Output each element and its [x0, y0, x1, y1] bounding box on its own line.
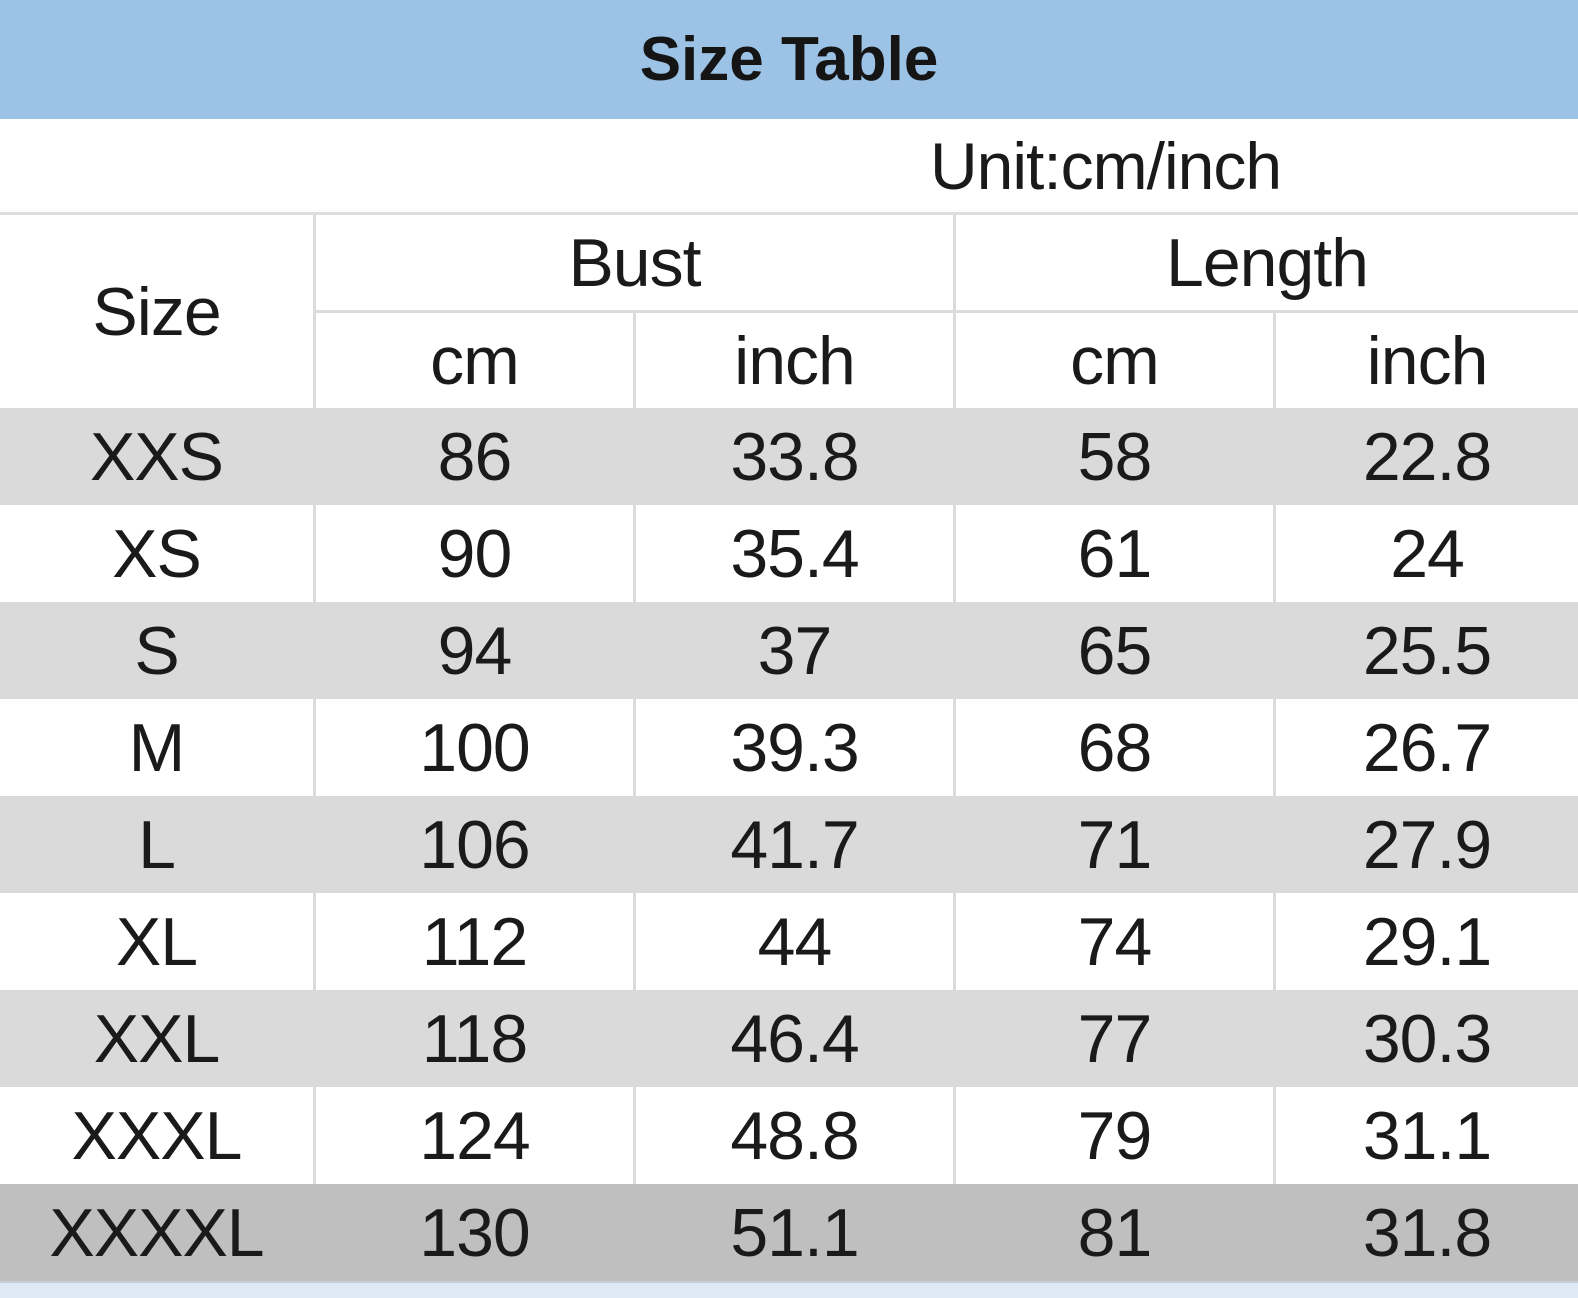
- length-cm-value: 77: [953, 990, 1273, 1087]
- length-inch-value: 26.7: [1273, 699, 1578, 796]
- length-inch-value: 29.1: [1273, 893, 1578, 990]
- bust-cm-value: 86: [313, 408, 633, 505]
- length-inch-value: 30.3: [1273, 990, 1578, 1087]
- size-row-xl: XL 112 44 74 29.1: [0, 893, 1578, 990]
- size-row-s: S 94 37 65 25.5: [0, 602, 1578, 699]
- size-label: XL: [0, 893, 313, 990]
- page-title: Size Table: [0, 0, 1578, 119]
- size-label: M: [0, 699, 313, 796]
- bust-inch-value: 41.7: [633, 796, 953, 893]
- sub-header-row: cm inch cm inch: [0, 313, 1578, 408]
- length-inch-value: 27.9: [1273, 796, 1578, 893]
- size-label: L: [0, 796, 313, 893]
- bust-cm-value: 106: [313, 796, 633, 893]
- size-label: XS: [0, 505, 313, 602]
- subheader-length-inch: inch: [1273, 313, 1578, 408]
- size-row-xxl: XXL 118 46.4 77 30.3: [0, 990, 1578, 1087]
- size-row-xs: XS 90 35.4 61 24: [0, 505, 1578, 602]
- length-inch-value: 22.8: [1273, 408, 1578, 505]
- subheader-bust-cm: cm: [313, 313, 633, 408]
- column-header-length: Length: [953, 215, 1578, 313]
- size-row-m: M 100 39.3 68 26.7: [0, 699, 1578, 796]
- size-label: XXS: [0, 408, 313, 505]
- subheader-length-cm: cm: [953, 313, 1273, 408]
- size-label: XXXXL: [0, 1184, 313, 1281]
- bust-inch-value: 39.3: [633, 699, 953, 796]
- column-header-bust: Bust: [313, 215, 953, 313]
- bust-cm-value: 90: [313, 505, 633, 602]
- bust-inch-value: 44: [633, 893, 953, 990]
- length-cm-value: 65: [953, 602, 1273, 699]
- bust-cm-value: 118: [313, 990, 633, 1087]
- bust-inch-value: 46.4: [633, 990, 953, 1087]
- length-inch-value: 25.5: [1273, 602, 1578, 699]
- bust-cm-value: 124: [313, 1087, 633, 1184]
- footer-strip: [0, 1281, 1578, 1298]
- title-row: Size Table: [0, 0, 1578, 119]
- length-cm-value: 61: [953, 505, 1273, 602]
- length-cm-value: 81: [953, 1184, 1273, 1281]
- unit-row: Unit:cm/inch: [0, 119, 1578, 215]
- length-cm-value: 79: [953, 1087, 1273, 1184]
- size-row-xxxxl: XXXXL 130 51.1 81 31.8: [0, 1184, 1578, 1281]
- size-label: S: [0, 602, 313, 699]
- bust-cm-value: 94: [313, 602, 633, 699]
- group-header-row: Size Bust Length: [0, 215, 1578, 408]
- bust-inch-value: 37: [633, 602, 953, 699]
- length-cm-value: 68: [953, 699, 1273, 796]
- length-inch-value: 31.8: [1273, 1184, 1578, 1281]
- length-cm-value: 74: [953, 893, 1273, 990]
- bust-cm-value: 112: [313, 893, 633, 990]
- size-label: XXL: [0, 990, 313, 1087]
- bust-inch-value: 48.8: [633, 1087, 953, 1184]
- size-row-l: L 106 41.7 71 27.9: [0, 796, 1578, 893]
- unit-label: Unit:cm/inch: [633, 119, 1578, 215]
- unit-row-spacer: [0, 119, 633, 215]
- length-cm-value: 58: [953, 408, 1273, 505]
- size-row-xxs: XXS 86 33.8 58 22.8: [0, 408, 1578, 505]
- bust-cm-value: 100: [313, 699, 633, 796]
- subheader-bust-inch: inch: [633, 313, 953, 408]
- length-inch-value: 31.1: [1273, 1087, 1578, 1184]
- length-inch-value: 24: [1273, 505, 1578, 602]
- bust-inch-value: 51.1: [633, 1184, 953, 1281]
- bust-inch-value: 33.8: [633, 408, 953, 505]
- bust-inch-value: 35.4: [633, 505, 953, 602]
- length-cm-value: 71: [953, 796, 1273, 893]
- size-label: XXXL: [0, 1087, 313, 1184]
- column-header-size: Size: [0, 215, 313, 408]
- size-row-xxxl: XXXL 124 48.8 79 31.1: [0, 1087, 1578, 1184]
- bust-cm-value: 130: [313, 1184, 633, 1281]
